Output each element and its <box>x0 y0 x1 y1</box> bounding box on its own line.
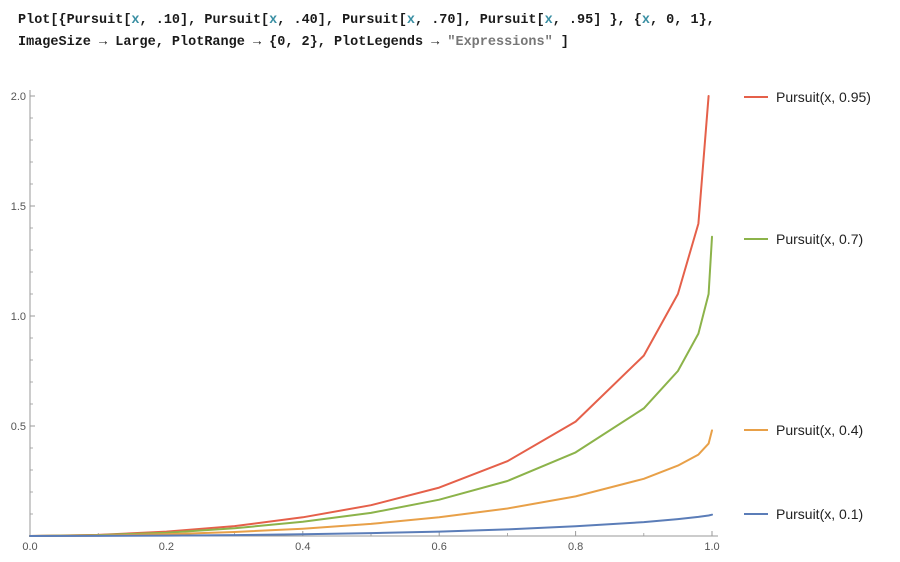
axes: 0.0 0.2 0.4 0.6 0.8 1.0 0.5 1.0 1.5 2.0 <box>11 90 720 553</box>
code-line-2-token: ] <box>552 35 569 50</box>
y-tick-label: 0.5 <box>11 421 26 433</box>
code-line-1-token: , .40], Pursuit[ <box>277 13 407 28</box>
code-line-2: ImageSize → Large, PlotRange → {0, 2}, P… <box>18 32 888 54</box>
y-tick-label: 1.5 <box>11 201 26 213</box>
x-tick-label: 0.2 <box>159 541 174 553</box>
series-line <box>29 513 713 537</box>
y-tick-label: 1.0 <box>11 311 26 323</box>
legend-label: Pursuit(x, 0.95) <box>776 89 871 105</box>
code-line-2-token: "Expressions" <box>447 35 553 50</box>
series-line <box>29 235 713 537</box>
y-tick-label: 2.0 <box>11 91 26 103</box>
code-line-2-token: ImageSize → Large, PlotRange → {0, 2}, P… <box>18 35 448 50</box>
code-line-1: Plot[{Pursuit[x, .10], Pursuit[x, .40], … <box>18 10 888 32</box>
legend: Pursuit(x, 0.95) Pursuit(x, 0.7) Pursuit(x… <box>744 89 871 522</box>
code-line-1-token: x <box>406 13 415 28</box>
code-line-1-token: x <box>641 13 650 28</box>
legend-label: Pursuit(x, 0.7) <box>776 231 863 247</box>
series-layer <box>29 95 713 537</box>
code-line-1-token: , 0, 1}, <box>649 13 715 28</box>
x-tick-label: 0.0 <box>22 541 37 553</box>
code-line-1-token: x <box>544 13 553 28</box>
code-line-1-token: , .70], Pursuit[ <box>415 13 545 28</box>
x-tick-label: 1.0 <box>704 541 719 553</box>
code-line-1-token: Plot[{Pursuit[ <box>18 13 132 28</box>
code-line-1-token: x <box>269 13 278 28</box>
series-line <box>29 429 713 537</box>
x-tick-label: 0.8 <box>568 541 583 553</box>
code-line-1-token: , .10], Pursuit[ <box>139 13 270 28</box>
legend-label: Pursuit(x, 0.4) <box>776 422 863 438</box>
series-line <box>29 95 710 537</box>
x-tick-label: 0.6 <box>432 541 447 553</box>
code-line-1-token: x <box>131 13 140 28</box>
legend-label: Pursuit(x, 0.1) <box>776 506 863 522</box>
x-tick-label: 0.4 <box>295 541 310 553</box>
code-line-1-token: , .95] }, { <box>552 13 642 28</box>
input-cell[interactable]: Plot[{Pursuit[x, .10], Pursuit[x, .40], … <box>18 10 888 54</box>
